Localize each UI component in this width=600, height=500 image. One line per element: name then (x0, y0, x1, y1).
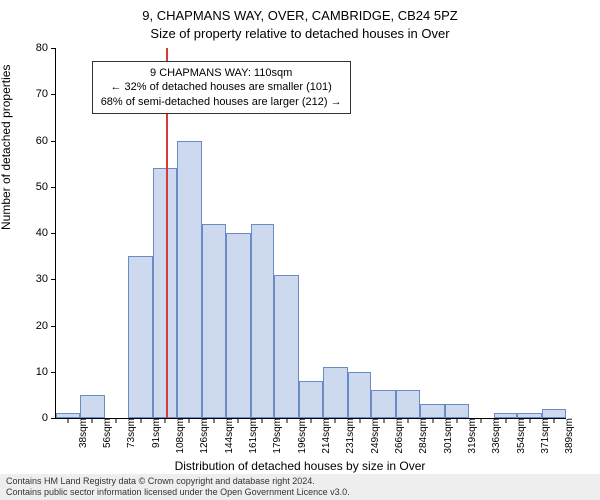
plot-area: 0102030405060708038sqm56sqm73sqm91sqm108… (55, 48, 566, 419)
histogram-bar (251, 224, 275, 418)
x-tick-label: 319sqm (457, 418, 478, 454)
histogram-bar (226, 233, 251, 418)
histogram-bar (348, 372, 372, 418)
x-tick-label: 371sqm (530, 418, 551, 454)
histogram-bar (80, 395, 105, 418)
y-axis-label: Number of detached properties (0, 65, 13, 230)
x-tick-label: 38sqm (68, 418, 89, 448)
histogram-bar (274, 275, 299, 418)
x-tick-label: 231sqm (335, 418, 356, 454)
y-tick-mark (51, 48, 56, 49)
x-tick-label: 249sqm (360, 418, 381, 454)
x-tick-label: 179sqm (262, 418, 283, 454)
histogram-bar (323, 367, 348, 418)
attribution-line-1: Contains HM Land Registry data © Crown c… (6, 476, 594, 487)
histogram-bar (542, 409, 566, 418)
y-tick-mark (51, 372, 56, 373)
x-tick-label: 144sqm (214, 418, 235, 454)
address-title: 9, CHAPMANS WAY, OVER, CAMBRIDGE, CB24 5… (0, 8, 600, 23)
property-info-box: 9 CHAPMANS WAY: 110sqm← 32% of detached … (92, 61, 351, 114)
histogram-bar (371, 390, 396, 418)
y-tick-mark (51, 279, 56, 280)
histogram-bar (299, 381, 323, 418)
y-tick-mark (51, 187, 56, 188)
y-tick-mark (51, 233, 56, 234)
y-tick-mark (51, 94, 56, 95)
x-axis-label: Distribution of detached houses by size … (0, 459, 600, 473)
x-tick-label: 196sqm (287, 418, 308, 454)
histogram-bar (420, 404, 445, 418)
x-tick-label: 354sqm (506, 418, 527, 454)
x-tick-label: 389sqm (554, 418, 575, 454)
attribution-line-2: Contains public sector information licen… (6, 487, 594, 498)
x-tick-label: 56sqm (92, 418, 113, 448)
histogram-bar (202, 224, 226, 418)
x-tick-label: 108sqm (165, 418, 186, 454)
histogram-bar (396, 390, 420, 418)
histogram-bar (128, 256, 153, 418)
histogram-bar (445, 404, 469, 418)
chart-container: 9, CHAPMANS WAY, OVER, CAMBRIDGE, CB24 5… (0, 0, 600, 500)
info-box-line: 9 CHAPMANS WAY: 110sqm (101, 66, 342, 80)
x-tick-label: 73sqm (116, 418, 137, 448)
x-tick-label: 214sqm (311, 418, 332, 454)
attribution-footer: Contains HM Land Registry data © Crown c… (0, 474, 600, 500)
chart-title: Size of property relative to detached ho… (0, 26, 600, 41)
y-tick-mark (51, 418, 56, 419)
histogram-bar (177, 141, 202, 419)
y-tick-mark (51, 141, 56, 142)
x-tick-label: 126sqm (189, 418, 210, 454)
info-box-line: 68% of semi-detached houses are larger (… (101, 95, 342, 109)
x-tick-label: 284sqm (408, 418, 429, 454)
y-tick-mark (51, 326, 56, 327)
x-tick-label: 266sqm (384, 418, 405, 454)
info-box-line: ← 32% of detached houses are smaller (10… (101, 80, 342, 94)
histogram-bar (153, 168, 177, 418)
x-tick-label: 301sqm (433, 418, 454, 454)
x-tick-label: 91sqm (141, 418, 162, 448)
x-tick-label: 161sqm (238, 418, 259, 454)
x-tick-label: 336sqm (481, 418, 502, 454)
